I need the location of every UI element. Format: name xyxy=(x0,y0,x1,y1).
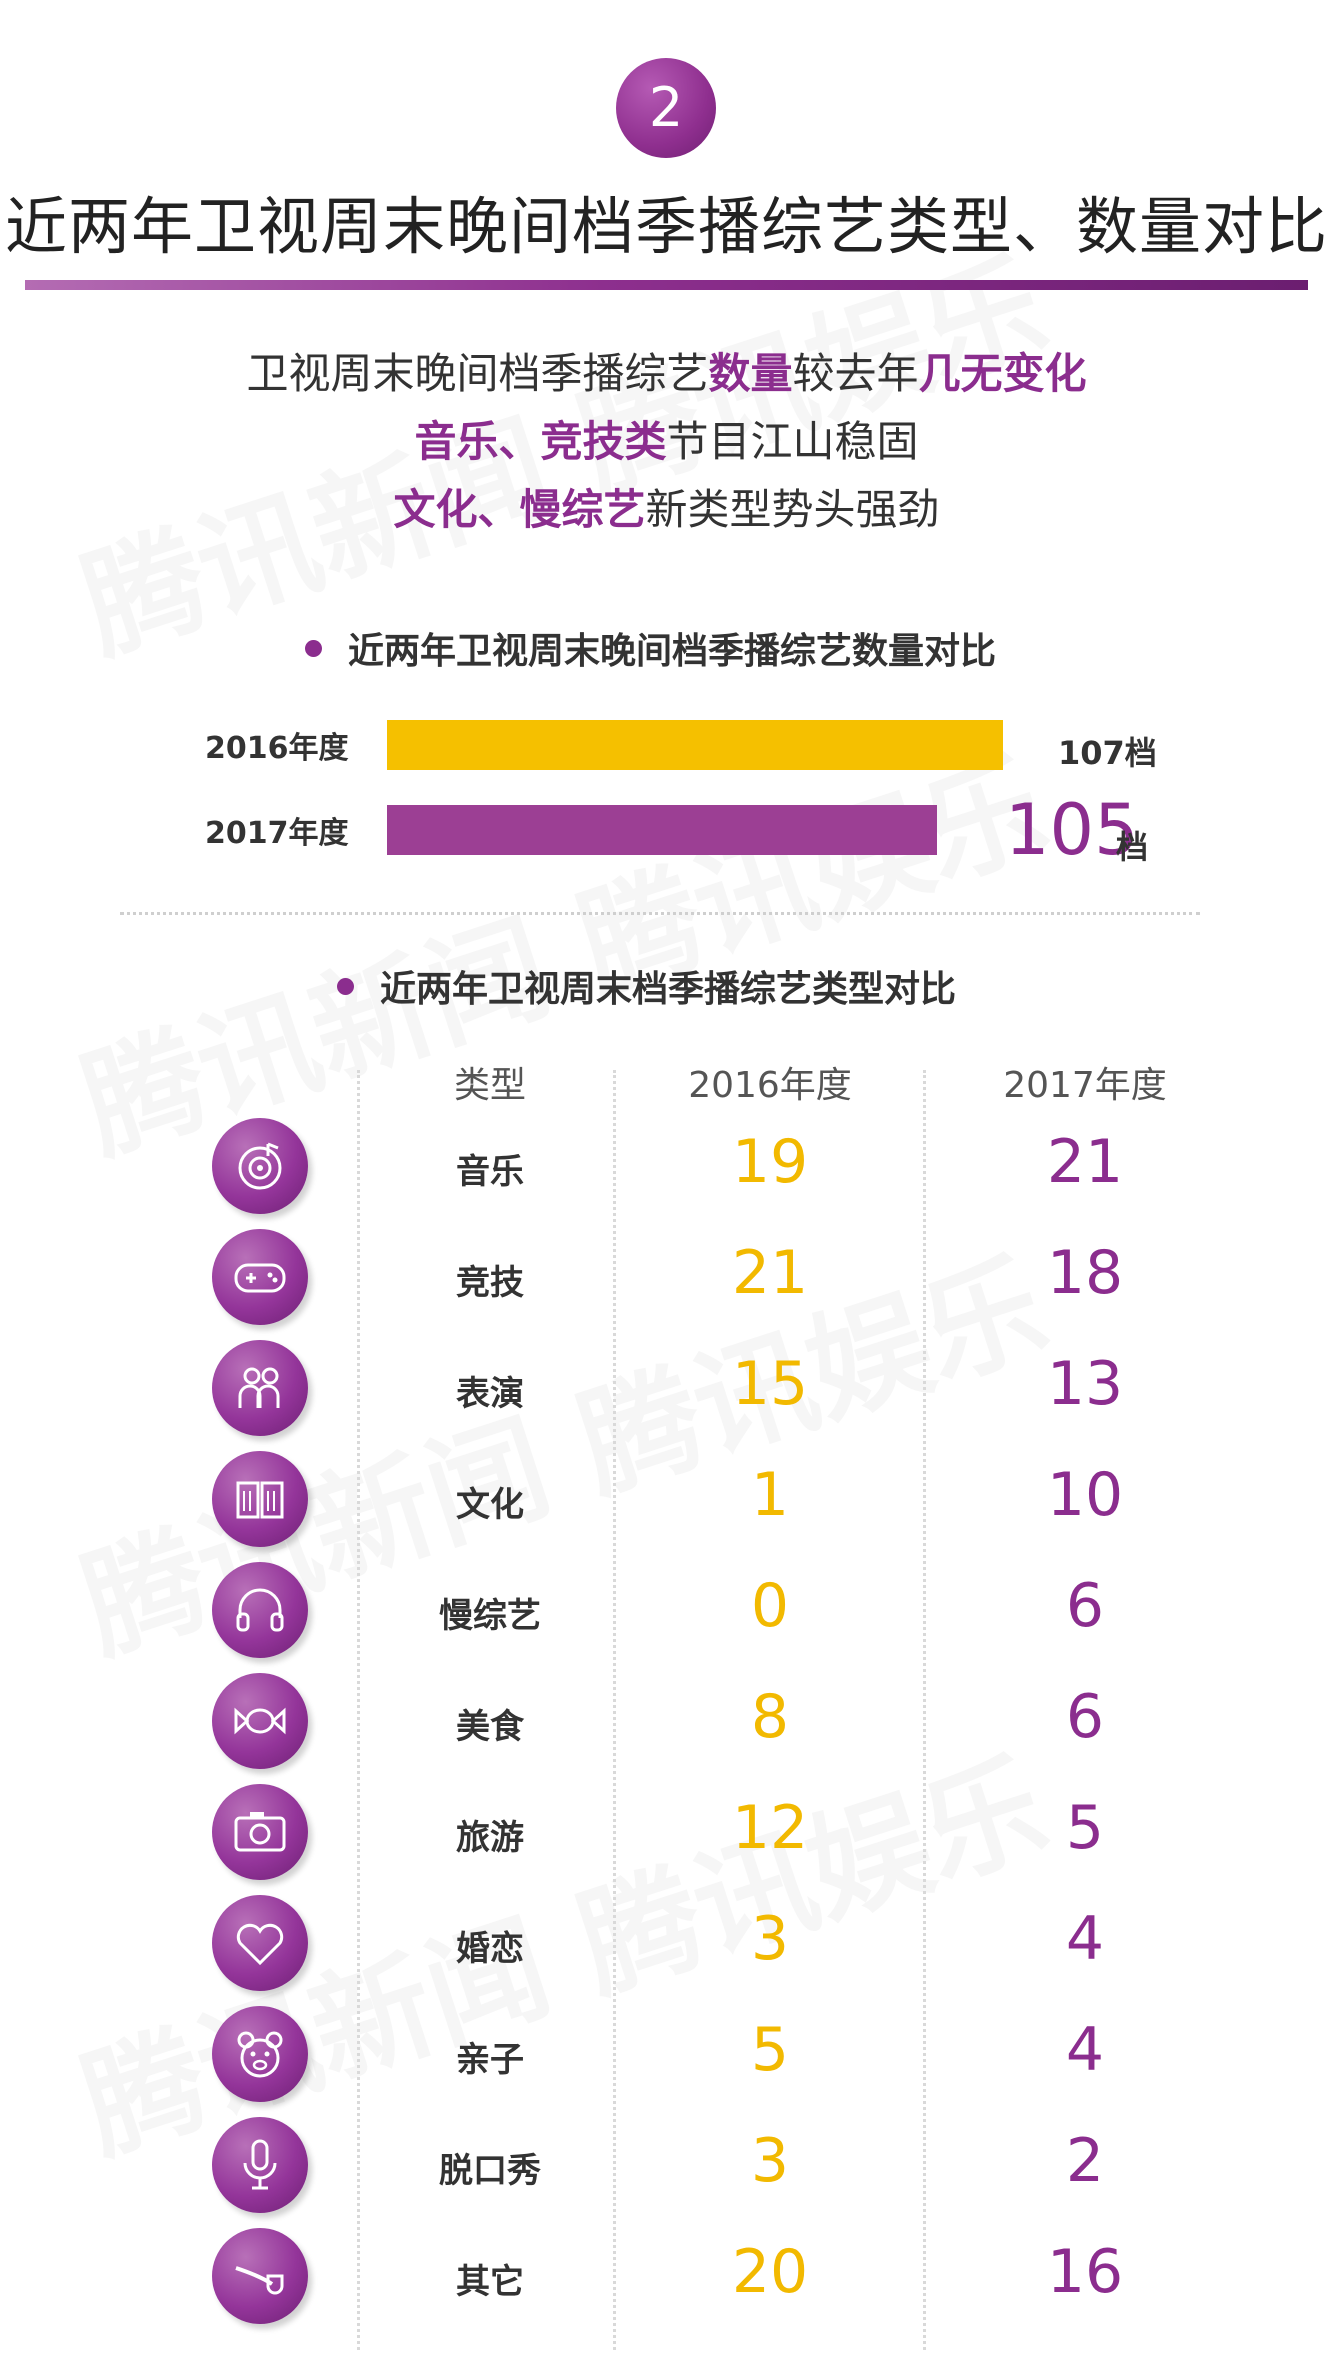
value-2016: 15 xyxy=(731,1349,809,1419)
bar-value-2017: 105 xyxy=(1005,789,1139,871)
table-row: 表演 15 13 xyxy=(0,1340,1333,1440)
camera-icon xyxy=(212,1784,308,1880)
subtitle-line-3: 文化、慢综艺新类型势头强劲 xyxy=(0,476,1333,537)
bar-2016 xyxy=(387,720,1003,770)
type-label: 脱口秀 xyxy=(439,2151,541,2191)
music-disc-icon xyxy=(212,1118,308,1214)
table-title: 近两年卫视周末档季播综艺类型对比 xyxy=(380,969,957,1010)
value-2016: 19 xyxy=(731,1127,809,1197)
column-header-2016: 2016年度 xyxy=(688,1065,852,1106)
section-number-badge: 2 xyxy=(616,58,716,158)
bar-category-label: 2017年度 xyxy=(205,816,349,851)
value-2017: 16 xyxy=(1046,2237,1124,2307)
value-2017: 10 xyxy=(1046,1460,1124,1530)
bar-category-label: 2016年度 xyxy=(205,731,349,766)
watermark: 腾讯新闻 腾讯娱乐 xyxy=(58,709,1065,1184)
subtitle-line-2: 音乐、竞技类节目江山稳固 xyxy=(0,408,1333,469)
section-bullet xyxy=(337,978,354,995)
subtitle-text: 较去年 xyxy=(792,349,919,398)
value-2017: 4 xyxy=(1065,1904,1105,1974)
section-divider xyxy=(120,912,1200,915)
value-2016: 5 xyxy=(750,2015,790,2085)
value-2016: 0 xyxy=(750,1571,790,1641)
pipe-icon xyxy=(212,2228,308,2324)
title-divider xyxy=(25,280,1308,290)
microphone-icon xyxy=(212,2117,308,2213)
type-label: 慢综艺 xyxy=(439,1596,541,1636)
table-row: 竞技 21 18 xyxy=(0,1229,1333,1329)
table-row: 婚恋 3 4 xyxy=(0,1895,1333,1995)
bar-value-unit: 档 xyxy=(1124,734,1157,772)
table-row: 其它 20 16 xyxy=(0,2228,1333,2328)
value-2016: 8 xyxy=(750,1682,790,1752)
table-row: 美食 8 6 xyxy=(0,1673,1333,1773)
type-label: 美食 xyxy=(456,1707,524,1747)
value-2017: 6 xyxy=(1065,1682,1105,1752)
bar-2017 xyxy=(387,805,938,855)
value-2017: 2 xyxy=(1065,2126,1105,2196)
type-label: 音乐 xyxy=(456,1152,524,1192)
table-row: 音乐 19 21 xyxy=(0,1118,1333,1218)
column-divider xyxy=(357,1070,360,2350)
value-2017: 5 xyxy=(1065,1793,1105,1863)
value-2016: 1 xyxy=(750,1460,790,1530)
value-2016: 20 xyxy=(731,2237,809,2307)
column-header-type: 类型 xyxy=(453,1065,526,1106)
subtitle-text: 节目江山稳固 xyxy=(666,417,919,466)
value-2017: 18 xyxy=(1046,1238,1124,1308)
subtitle-line-1: 卫视周末晚间档季播综艺数量较去年几无变化 xyxy=(0,340,1333,401)
value-2016: 12 xyxy=(731,1793,809,1863)
table-row: 旅游 12 5 xyxy=(0,1784,1333,1884)
table-row: 慢综艺 0 6 xyxy=(0,1562,1333,1662)
type-label: 竞技 xyxy=(456,1263,524,1303)
value-2016: 3 xyxy=(750,2126,790,2196)
subtitle-text: 卫视周末晚间档季播综艺 xyxy=(246,349,709,398)
headphones-icon xyxy=(212,1562,308,1658)
bar-value-number: 107 xyxy=(1058,734,1125,772)
gamepad-icon xyxy=(212,1229,308,1325)
page-title: 近两年卫视周末晚间档季播综艺类型、数量对比 xyxy=(4,190,1328,263)
subtitle-highlight: 几无变化 xyxy=(918,349,1087,398)
subtitle-highlight: 数量 xyxy=(708,349,793,398)
subtitle-highlight: 音乐、竞技类 xyxy=(414,417,667,466)
table-row: 亲子 5 4 xyxy=(0,2006,1333,2106)
type-label: 亲子 xyxy=(456,2040,524,2080)
book-icon xyxy=(212,1451,308,1547)
candy-icon xyxy=(212,1673,308,1769)
value-2017: 6 xyxy=(1065,1571,1105,1641)
column-divider xyxy=(923,1070,926,2350)
bar-value-unit: 档 xyxy=(1116,828,1149,866)
value-2016: 21 xyxy=(731,1238,809,1308)
value-2016: 3 xyxy=(750,1904,790,1974)
bear-icon xyxy=(212,2006,308,2102)
section-bullet xyxy=(305,640,322,657)
subtitle-highlight: 文化、慢综艺 xyxy=(393,485,646,534)
value-2017: 13 xyxy=(1046,1349,1124,1419)
bar-chart-title: 近两年卫视周末晚间档季播综艺数量对比 xyxy=(348,631,997,672)
performers-icon xyxy=(212,1340,308,1436)
heart-icon xyxy=(212,1895,308,1991)
subtitle-text: 新类型势头强劲 xyxy=(645,485,940,534)
table-row: 脱口秀 3 2 xyxy=(0,2117,1333,2217)
type-label: 表演 xyxy=(456,1374,524,1414)
type-label: 旅游 xyxy=(456,1818,524,1858)
type-label: 婚恋 xyxy=(456,1929,524,1969)
column-divider xyxy=(613,1070,616,2350)
type-label: 其它 xyxy=(456,2262,524,2302)
bar-value-2016: 107档 xyxy=(1058,728,1157,774)
table-row: 文化 1 10 xyxy=(0,1451,1333,1551)
value-2017: 21 xyxy=(1046,1127,1124,1197)
type-label: 文化 xyxy=(456,1485,524,1525)
value-2017: 4 xyxy=(1065,2015,1105,2085)
column-header-2017: 2017年度 xyxy=(1003,1065,1167,1106)
